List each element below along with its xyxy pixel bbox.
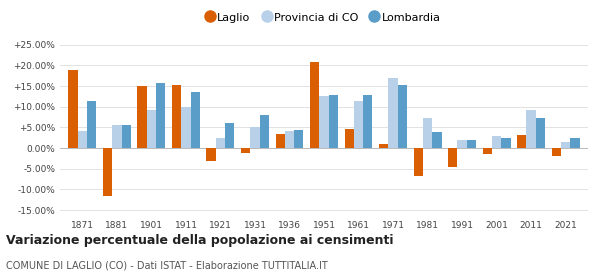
- Bar: [388, 78, 398, 148]
- Bar: [181, 107, 191, 148]
- Bar: [191, 92, 200, 148]
- Bar: [517, 135, 526, 148]
- Bar: [206, 148, 216, 161]
- Bar: [87, 101, 97, 148]
- Bar: [344, 129, 354, 148]
- Bar: [448, 148, 457, 167]
- Bar: [363, 95, 373, 148]
- Bar: [319, 96, 329, 148]
- Bar: [536, 118, 545, 148]
- Bar: [68, 70, 78, 148]
- Bar: [285, 131, 294, 148]
- Bar: [122, 125, 131, 148]
- Bar: [551, 148, 561, 156]
- Bar: [432, 132, 442, 148]
- Bar: [216, 138, 225, 148]
- Legend: Laglio, Provincia di CO, Lombardia: Laglio, Provincia di CO, Lombardia: [203, 8, 445, 27]
- Bar: [310, 62, 319, 148]
- Bar: [329, 95, 338, 148]
- Bar: [354, 101, 363, 148]
- Bar: [561, 142, 570, 148]
- Bar: [225, 123, 235, 148]
- Bar: [156, 83, 166, 148]
- Bar: [379, 144, 388, 148]
- Bar: [241, 148, 250, 153]
- Bar: [172, 85, 181, 148]
- Bar: [423, 118, 432, 148]
- Text: COMUNE DI LAGLIO (CO) - Dati ISTAT - Elaborazione TUTTITALIA.IT: COMUNE DI LAGLIO (CO) - Dati ISTAT - Ela…: [6, 261, 328, 271]
- Bar: [137, 86, 147, 148]
- Bar: [103, 148, 112, 196]
- Bar: [501, 138, 511, 148]
- Text: Variazione percentuale della popolazione ai censimenti: Variazione percentuale della popolazione…: [6, 234, 394, 247]
- Bar: [294, 130, 304, 148]
- Bar: [467, 140, 476, 148]
- Bar: [147, 110, 156, 148]
- Bar: [492, 136, 501, 148]
- Bar: [526, 110, 536, 148]
- Bar: [250, 127, 260, 148]
- Bar: [112, 125, 122, 148]
- Bar: [275, 134, 285, 148]
- Bar: [482, 148, 492, 154]
- Bar: [457, 140, 467, 148]
- Bar: [260, 115, 269, 148]
- Bar: [413, 148, 423, 176]
- Bar: [570, 138, 580, 148]
- Bar: [78, 131, 87, 148]
- Bar: [398, 85, 407, 148]
